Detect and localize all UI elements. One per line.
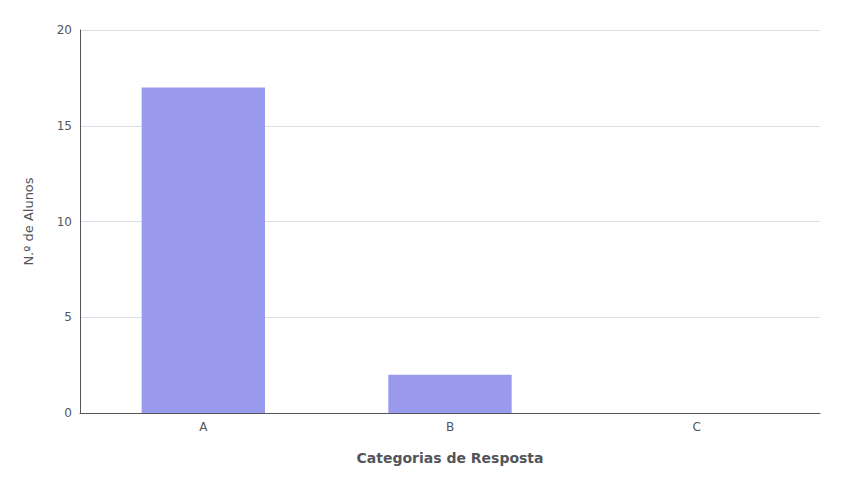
svg-text:Categorias de Resposta: Categorias de Resposta	[356, 450, 543, 466]
svg-text:C: C	[692, 420, 700, 434]
svg-text:0: 0	[64, 406, 72, 420]
svg-text:N.º de Alunos: N.º de Alunos	[21, 177, 36, 265]
svg-text:5: 5	[64, 310, 72, 324]
svg-text:15: 15	[57, 119, 72, 133]
svg-text:B: B	[446, 420, 454, 434]
svg-text:A: A	[199, 420, 208, 434]
svg-text:20: 20	[57, 23, 72, 37]
svg-text:10: 10	[57, 215, 72, 229]
